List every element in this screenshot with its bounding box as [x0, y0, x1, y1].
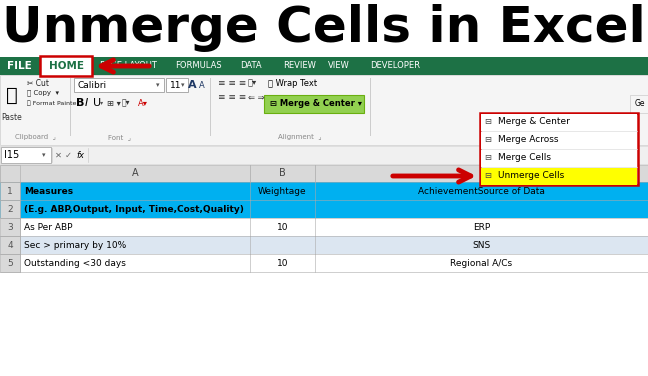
- Text: ▾: ▾: [156, 82, 160, 88]
- Text: Paste: Paste: [2, 112, 23, 121]
- Text: ▾: ▾: [42, 152, 46, 158]
- Text: Unmerge Cells in Excel: Unmerge Cells in Excel: [2, 4, 646, 52]
- Text: ⊟: ⊟: [485, 153, 491, 162]
- Text: 10: 10: [277, 259, 288, 267]
- Text: Outstanding <30 days: Outstanding <30 days: [24, 259, 126, 267]
- Text: ▾: ▾: [181, 82, 185, 88]
- Text: ✂ Cut: ✂ Cut: [27, 79, 49, 88]
- Text: I: I: [85, 98, 88, 108]
- Bar: [0, 254, 20, 272]
- Bar: [0, 165, 648, 182]
- Text: Ge: Ge: [635, 100, 645, 109]
- Bar: [74, 78, 164, 92]
- Text: A: A: [132, 168, 138, 179]
- Text: Merge Cells: Merge Cells: [498, 153, 551, 162]
- Text: ⊟: ⊟: [485, 117, 491, 126]
- Text: ≡ ≡ ≡: ≡ ≡ ≡: [218, 79, 246, 88]
- Bar: [0, 200, 648, 218]
- Text: Merge Across: Merge Across: [498, 135, 559, 144]
- Text: REVIEW: REVIEW: [283, 62, 316, 71]
- Text: ERP: ERP: [473, 223, 490, 232]
- Text: 🖌▾: 🖌▾: [248, 79, 257, 88]
- Text: Regional A/Cs: Regional A/Cs: [450, 259, 513, 267]
- Bar: [2, 78, 24, 113]
- Bar: [481, 150, 637, 167]
- Text: FILE: FILE: [6, 61, 31, 71]
- Bar: [1, 147, 51, 163]
- Text: Measures: Measures: [24, 186, 73, 196]
- Text: ⊟: ⊟: [485, 135, 491, 144]
- Text: 2: 2: [7, 205, 13, 214]
- Bar: [0, 57, 648, 75]
- Text: Calibri: Calibri: [77, 80, 106, 89]
- Text: As Per ABP: As Per ABP: [24, 223, 73, 232]
- Bar: [481, 114, 637, 131]
- Text: 5: 5: [7, 259, 13, 267]
- Bar: [0, 236, 20, 254]
- Bar: [0, 75, 648, 145]
- Text: 10: 10: [277, 223, 288, 232]
- Text: 4: 4: [7, 241, 13, 250]
- Text: Font  ⌟: Font ⌟: [108, 134, 132, 140]
- Bar: [0, 218, 648, 236]
- Bar: [0, 218, 20, 236]
- Text: ⬜ Wrap Text: ⬜ Wrap Text: [268, 79, 317, 88]
- Bar: [0, 200, 20, 218]
- Text: AchievementSource of Data: AchievementSource of Data: [418, 186, 545, 196]
- Text: A▾: A▾: [138, 99, 148, 108]
- Bar: [0, 182, 648, 200]
- Text: A: A: [188, 80, 196, 90]
- Text: ⊞ ▾: ⊞ ▾: [107, 99, 121, 108]
- Bar: [0, 146, 648, 164]
- Text: 🪣▾: 🪣▾: [122, 99, 130, 108]
- Text: SNS: SNS: [472, 241, 491, 250]
- Text: (E.g. ABP,Output, Input, Time,Cost,Quality): (E.g. ABP,Output, Input, Time,Cost,Quali…: [24, 205, 244, 214]
- Text: B: B: [279, 168, 286, 179]
- Bar: [630, 95, 648, 113]
- Text: ⇐ ⇒: ⇐ ⇒: [248, 92, 264, 102]
- Text: PAGE LAYOUT: PAGE LAYOUT: [100, 62, 157, 71]
- Text: ✓: ✓: [65, 150, 71, 159]
- Text: DATA: DATA: [240, 62, 262, 71]
- Text: ✕: ✕: [54, 150, 62, 159]
- Text: Weightage: Weightage: [258, 186, 307, 196]
- Text: VIEW: VIEW: [328, 62, 350, 71]
- Text: 📋: 📋: [6, 85, 18, 105]
- Text: 📋 Copy  ▾: 📋 Copy ▾: [27, 90, 59, 96]
- Bar: [166, 78, 188, 92]
- Text: ▾: ▾: [100, 100, 103, 106]
- Bar: [0, 182, 20, 200]
- Text: I15: I15: [4, 150, 19, 160]
- Bar: [40, 56, 92, 76]
- Text: 3: 3: [7, 223, 13, 232]
- Text: 11: 11: [170, 80, 181, 89]
- Text: 1: 1: [7, 186, 13, 196]
- Bar: [480, 113, 638, 185]
- Bar: [0, 165, 20, 182]
- Text: fx: fx: [76, 150, 84, 159]
- Text: ⊟: ⊟: [485, 171, 491, 180]
- Text: FORMULAS: FORMULAS: [175, 62, 222, 71]
- Text: Unmerge Cells: Unmerge Cells: [498, 171, 564, 180]
- Text: ≡ ≡ ≡: ≡ ≡ ≡: [218, 92, 246, 102]
- Bar: [0, 57, 38, 75]
- Bar: [481, 168, 637, 185]
- Text: Clipboard  ⌟: Clipboard ⌟: [14, 134, 56, 140]
- Text: Sec > primary by 10%: Sec > primary by 10%: [24, 241, 126, 250]
- Text: HOME: HOME: [49, 61, 84, 71]
- Text: DEVELOPER: DEVELOPER: [370, 62, 420, 71]
- Text: U: U: [93, 98, 101, 108]
- Bar: [0, 236, 648, 254]
- Text: Merge & Center: Merge & Center: [498, 117, 570, 126]
- Text: B: B: [76, 98, 84, 108]
- Bar: [481, 132, 637, 149]
- Text: ⊟ Merge & Center ▾: ⊟ Merge & Center ▾: [270, 100, 362, 109]
- Bar: [0, 254, 648, 272]
- Bar: [264, 95, 364, 113]
- Text: Alignment  ⌟: Alignment ⌟: [278, 134, 322, 140]
- Text: A: A: [199, 80, 205, 89]
- Text: 🖌 Format Painter: 🖌 Format Painter: [27, 100, 79, 106]
